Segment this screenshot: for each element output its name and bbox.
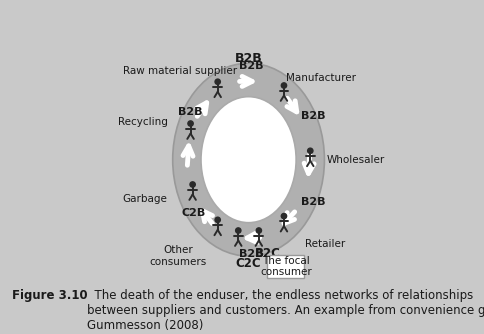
Text: Garbage: Garbage (122, 193, 167, 203)
Text: C2B: C2B (181, 208, 205, 218)
Text: Other
consumers: Other consumers (149, 245, 206, 267)
Text: B2B: B2B (177, 107, 202, 117)
Ellipse shape (172, 63, 324, 256)
Text: B2B: B2B (301, 197, 325, 207)
Text: C2C: C2C (235, 257, 261, 270)
Circle shape (190, 182, 195, 187)
Text: B2C: B2C (255, 247, 280, 260)
Text: Wholesaler: Wholesaler (326, 155, 384, 165)
Text: Retailer: Retailer (304, 239, 345, 249)
Text: B2B: B2B (300, 111, 324, 121)
FancyBboxPatch shape (267, 255, 304, 278)
Text: Recycling: Recycling (118, 117, 167, 127)
Circle shape (235, 228, 241, 233)
Text: The focal
consumer: The focal consumer (259, 256, 311, 277)
Text: B2B: B2B (238, 249, 263, 259)
Circle shape (187, 121, 193, 126)
Circle shape (281, 83, 286, 88)
Text: Manufacturer: Manufacturer (286, 72, 356, 82)
Circle shape (214, 79, 220, 85)
Circle shape (307, 148, 312, 153)
Text: Figure 3.10: Figure 3.10 (12, 289, 88, 302)
Ellipse shape (200, 97, 296, 223)
Text: Raw material supplier: Raw material supplier (123, 66, 237, 76)
Text: The death of the enduser, the endless networks of relationships
between supplier: The death of the enduser, the endless ne… (87, 289, 484, 332)
Text: B2B: B2B (234, 51, 262, 64)
Text: B2B: B2B (238, 61, 263, 71)
Circle shape (281, 213, 286, 219)
Circle shape (256, 228, 261, 233)
Circle shape (214, 217, 220, 222)
